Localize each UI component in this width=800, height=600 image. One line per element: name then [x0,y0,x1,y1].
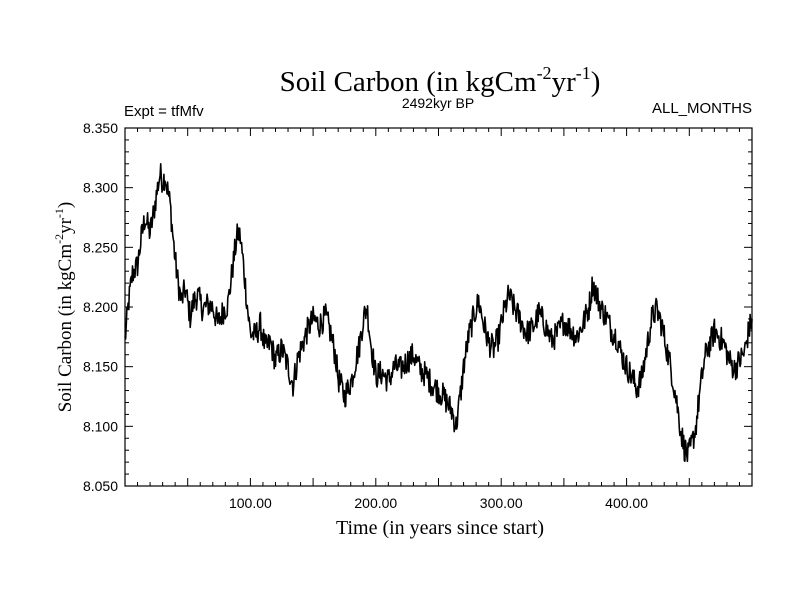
y-axis-label: Soil Carbon (in kgCm-2yr-1) [52,202,76,413]
y-tick-label: 8.350 [83,120,118,136]
x-axis-ticks: 100.00 200.00 300.00 400.00 [137,128,740,511]
y-tick-label: 8.150 [83,359,118,375]
x-axis-label: Time (in years since start) [336,517,544,539]
y-axis-label-mid: yr [55,217,76,234]
y-axis-ticks: 8.050 8.100 8.150 8.200 8.250 8.300 8.350 [83,120,752,494]
y-axis-label-main: Soil Carbon (in kgCm [55,244,76,413]
chart-title-main: Soil Carbon (in kgCm [280,66,537,98]
subtitle-experiment: Expt = tfMfv [124,103,204,120]
subtitle-period: 2492kyr BP [402,95,474,111]
chart-title-mid: yr [552,66,577,98]
chart-title: Soil Carbon (in kgCm-2yr-1) [280,63,601,98]
chart-title-end: ) [591,66,601,98]
x-tick-label: 100.00 [229,495,272,511]
y-axis-label-sup1: -2 [52,234,66,244]
x-tick-label: 200.00 [354,495,397,511]
y-tick-label: 8.050 [83,478,118,494]
chart-title-sup1: -2 [537,63,552,83]
y-axis-label-sup2: -1 [52,208,66,218]
y-axis-label-end: ) [55,202,76,208]
x-tick-label: 400.00 [605,495,648,511]
y-tick-label: 8.100 [83,418,118,434]
chart-title-sup2: -1 [576,63,591,83]
y-tick-label: 8.250 [83,239,118,255]
y-tick-label: 8.300 [83,180,118,196]
y-tick-label: 8.200 [83,299,118,315]
soil-carbon-series-line [124,163,753,463]
x-tick-label: 300.00 [480,495,523,511]
subtitle-months: ALL_MONTHS [652,100,752,117]
